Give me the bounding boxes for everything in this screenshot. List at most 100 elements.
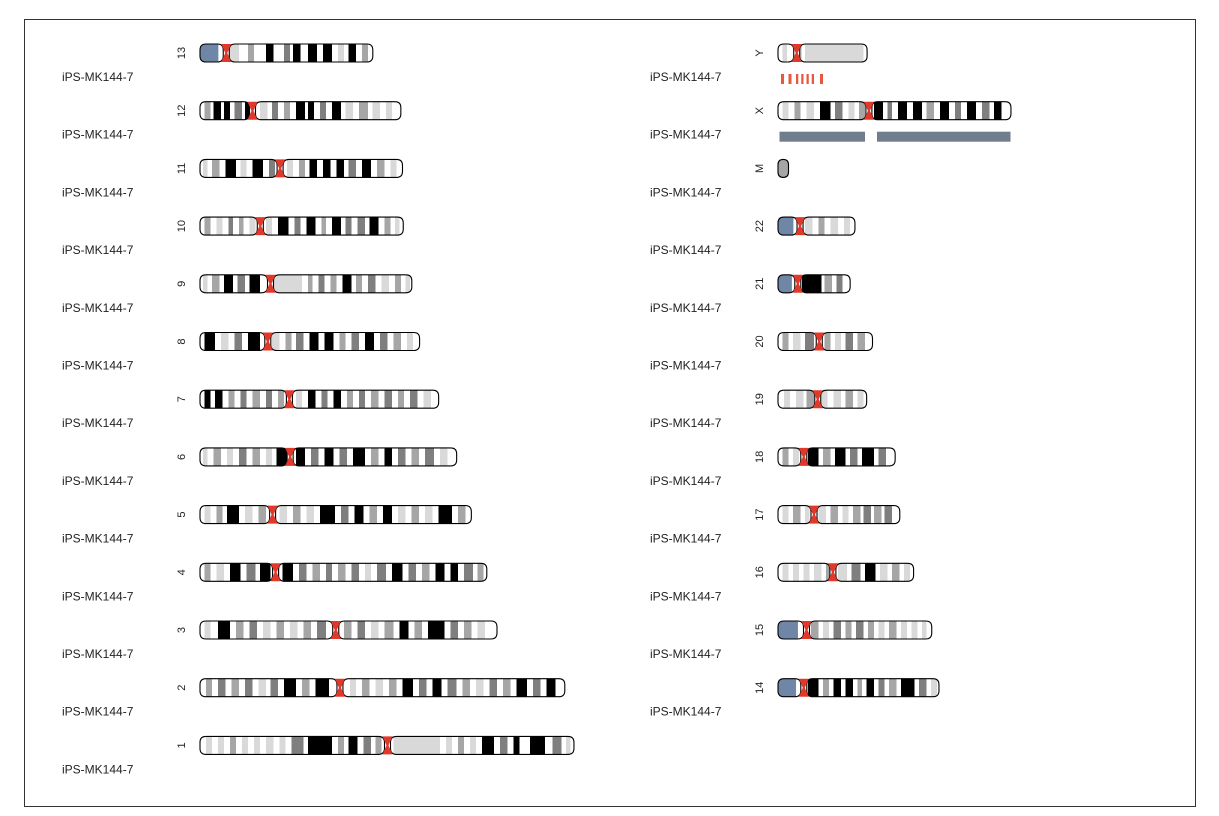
chromosome-5: 5 iPS-MK144-7 bbox=[62, 505, 472, 546]
right-column: YiPS-MK144-7XiPS-MK144-7MiPS-MK144-722iP… bbox=[650, 43, 1012, 719]
band-gpos75 bbox=[272, 101, 278, 120]
band-gpos100 bbox=[833, 678, 841, 697]
band-gpos50 bbox=[892, 563, 900, 582]
centromere-marker bbox=[284, 390, 295, 409]
band-gpos100 bbox=[227, 505, 239, 524]
band-gpos50 bbox=[212, 159, 220, 178]
chromosome-label: 16 bbox=[754, 566, 766, 578]
band-gpos50 bbox=[845, 621, 852, 639]
band-gpos75 bbox=[384, 390, 392, 409]
band-gpos25 bbox=[272, 274, 302, 293]
band-group bbox=[200, 447, 457, 466]
band-gpos50 bbox=[206, 678, 212, 697]
band-gpos25 bbox=[272, 332, 280, 351]
sample-label: iPS-MK144-7 bbox=[650, 532, 722, 546]
band-gpos25 bbox=[835, 332, 841, 351]
band-gpos100 bbox=[248, 332, 260, 351]
centromere-marker bbox=[792, 274, 803, 293]
band-gpos50 bbox=[794, 101, 801, 120]
band-gpos100 bbox=[252, 159, 263, 178]
band-gpos100 bbox=[315, 678, 329, 697]
chromosome-19: 19 iPS-MK144-7 bbox=[650, 389, 868, 430]
band-gpos100 bbox=[336, 159, 344, 178]
sample-label: iPS-MK144-7 bbox=[62, 301, 134, 315]
band-gpos25 bbox=[793, 332, 801, 351]
band-gpos50 bbox=[303, 621, 311, 639]
track-segment bbox=[796, 74, 799, 84]
band-gpos25 bbox=[805, 44, 864, 62]
band-gpos50 bbox=[782, 332, 789, 351]
band-gpos25 bbox=[204, 621, 211, 639]
band-gpos25 bbox=[371, 621, 379, 639]
band-group bbox=[200, 101, 401, 120]
band-gvar bbox=[778, 274, 792, 293]
band-gpos100 bbox=[866, 678, 874, 697]
band-gpos75 bbox=[464, 563, 473, 582]
band-gpos100 bbox=[845, 678, 853, 697]
band-gpos75 bbox=[552, 736, 562, 755]
sample-label: iPS-MK144-7 bbox=[62, 416, 134, 430]
band-gpos25 bbox=[425, 505, 433, 524]
band-gpos50 bbox=[868, 621, 874, 639]
band-gpos100 bbox=[835, 447, 846, 466]
band-gpos50 bbox=[302, 678, 310, 697]
band-gpos25 bbox=[350, 678, 356, 697]
band-gpos50 bbox=[204, 217, 211, 236]
chromosome-6: 6 iPS-MK144-7 bbox=[62, 447, 458, 488]
track-segment bbox=[779, 131, 865, 142]
band-gpos50 bbox=[422, 563, 430, 582]
band-gpos75 bbox=[447, 678, 457, 697]
band-gpos100 bbox=[428, 621, 445, 639]
band-gpos75 bbox=[500, 736, 508, 755]
band-gpos25 bbox=[398, 505, 406, 524]
band-gpos100 bbox=[530, 736, 545, 755]
band-gpos50 bbox=[793, 505, 801, 524]
band-gneg-background bbox=[778, 621, 932, 639]
band-gpos100 bbox=[362, 159, 371, 178]
band-gpos50 bbox=[926, 101, 934, 120]
band-gpos100 bbox=[308, 101, 314, 120]
band-gpos100 bbox=[898, 101, 907, 120]
band-gpos25 bbox=[206, 736, 212, 755]
band-gpos75 bbox=[357, 621, 365, 639]
band-gpos75 bbox=[249, 621, 257, 639]
band-gpos50 bbox=[344, 621, 352, 639]
band-gpos75 bbox=[359, 390, 365, 409]
band-gpos25 bbox=[476, 678, 484, 697]
band-gpos25 bbox=[375, 678, 383, 697]
band-group bbox=[778, 274, 851, 293]
band-gpos100 bbox=[994, 101, 1002, 120]
band-gpos50 bbox=[389, 678, 397, 697]
band-gpos75 bbox=[878, 678, 885, 697]
band-group bbox=[778, 678, 939, 697]
q-arm-outline bbox=[777, 158, 790, 178]
band-gpos100 bbox=[320, 505, 335, 524]
band-gpos25 bbox=[470, 736, 476, 755]
band-gpos75 bbox=[408, 563, 416, 582]
chromosome-label: 18 bbox=[754, 451, 766, 463]
band-gpos75 bbox=[296, 332, 304, 351]
band-group bbox=[778, 159, 789, 178]
band-group bbox=[778, 332, 873, 351]
sample-label: iPS-MK144-7 bbox=[62, 474, 134, 488]
centromere-marker bbox=[814, 332, 825, 351]
band-gpos75 bbox=[878, 447, 886, 466]
band-gpos50 bbox=[330, 274, 337, 293]
centromere-marker bbox=[265, 274, 276, 293]
band-gpos50 bbox=[782, 447, 789, 466]
chromosome-label: 17 bbox=[754, 508, 766, 520]
band-gvar bbox=[200, 44, 219, 62]
band-gpos100 bbox=[399, 621, 409, 639]
band-gpos75 bbox=[269, 159, 275, 178]
band-gpos25 bbox=[395, 217, 400, 236]
band-gpos50 bbox=[339, 332, 346, 351]
centromere-marker bbox=[809, 505, 819, 524]
band-gpos25 bbox=[221, 332, 229, 351]
band-group bbox=[778, 621, 932, 639]
band-gpos75 bbox=[246, 563, 256, 582]
centromere-marker bbox=[863, 101, 874, 120]
band-gpos50 bbox=[806, 390, 814, 409]
band-gpos50 bbox=[889, 621, 897, 639]
band-gpos75 bbox=[294, 217, 301, 236]
band-gpos100 bbox=[862, 447, 874, 466]
